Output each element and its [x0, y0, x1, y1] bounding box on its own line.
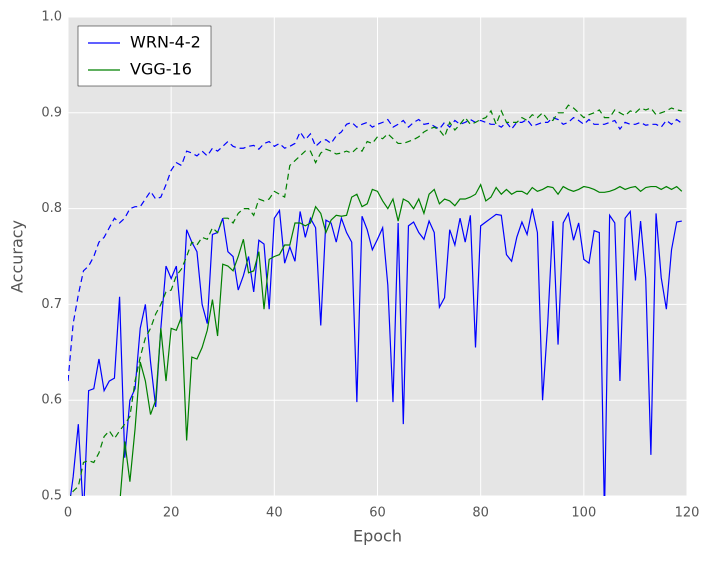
y-tick-label: 0.5	[41, 489, 62, 504]
y-tick-label: 0.6	[41, 393, 62, 408]
y-tick-label: 0.9	[41, 105, 62, 120]
x-tick-label: 20	[163, 506, 180, 521]
x-tick-label: 40	[266, 506, 283, 521]
data-line	[69, 208, 682, 496]
legend-label: VGG-16	[130, 60, 192, 79]
x-tick-label: 100	[571, 506, 596, 521]
x-axis-label: Epoch	[353, 527, 402, 546]
y-tick-label: 0.7	[41, 297, 62, 312]
y-axis-label: Accuracy	[8, 220, 27, 293]
y-tick-label: 1.0	[41, 10, 62, 25]
data-line	[68, 116, 683, 382]
data-line	[119, 183, 683, 496]
legend-box	[77, 25, 212, 87]
x-tick-label: 80	[472, 506, 489, 521]
plot-lines	[68, 104, 683, 496]
data-line	[69, 104, 682, 496]
y-tick-label: 0.8	[41, 201, 62, 216]
x-tick-label: 0	[64, 506, 72, 521]
x-tick-label: 120	[675, 506, 700, 521]
x-tick-label: 60	[369, 506, 386, 521]
legend-label: WRN-4-2	[130, 33, 201, 52]
